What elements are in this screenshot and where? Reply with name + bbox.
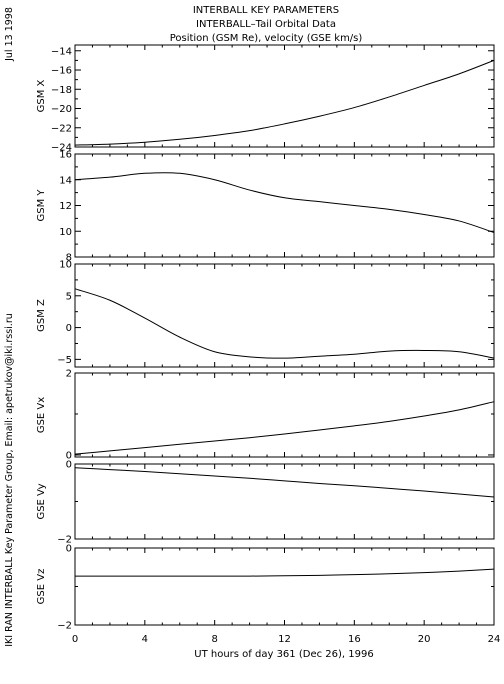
x-axis-label: UT hours of day 361 (Dec 26), 1996 (194, 649, 373, 660)
x-tick-label: 20 (418, 634, 431, 645)
x-tick-label: 24 (488, 634, 501, 645)
y-axis-label: GSM Y (36, 189, 47, 222)
series-line-gse-vz (75, 568, 495, 577)
y-tick-label: −2 (57, 535, 72, 546)
y-tick-label: −24 (51, 143, 72, 154)
series-line-gsm-y (74, 172, 495, 234)
y-tick-label: 12 (59, 201, 72, 212)
y-tick-label: −2 (57, 621, 72, 632)
y-tick-label: 10 (59, 227, 72, 238)
y-tick-label: 0 (66, 450, 72, 461)
y-tick-label: −16 (51, 66, 72, 77)
y-tick-label: −20 (51, 104, 72, 115)
series-line-gse-vx (74, 401, 495, 455)
y-tick-label: 5 (66, 291, 72, 302)
panel-gse-vy: −2 0 GSE Vy (36, 460, 495, 546)
series-line-gsm-x (74, 59, 495, 146)
panel-gse-vz: −2 0 GSE Vz (36, 544, 495, 632)
date-label: Jul 13 1998 (4, 7, 15, 62)
x-tick-label: 8 (211, 634, 217, 645)
y-tick-label: −22 (51, 123, 72, 134)
y-tick-label: 16 (59, 150, 72, 161)
series-line-gsm-z (74, 288, 495, 359)
panel-frame (74, 263, 495, 368)
chart-title-line-1: INTERBALL KEY PARAMETERS (193, 5, 339, 16)
y-tick-label: 0 (66, 323, 72, 334)
x-tick-label: 0 (72, 634, 78, 645)
panel-frame (74, 463, 495, 540)
chart-title-line-3: Position (GSM Re), velocity (GSE km/s) (170, 33, 363, 44)
y-axis-label: GSE Vy (36, 483, 47, 519)
series-line-gse-vy (74, 467, 495, 498)
y-tick-label: −18 (51, 85, 72, 96)
panel-gsm-x: −24 −22 −20 −18 −16 −14 GSM X (36, 44, 495, 154)
y-axis-label: GSE Vx (36, 397, 47, 433)
y-tick-label: 14 (59, 175, 72, 186)
chart-header: INTERBALL KEY PARAMETERS INTERBALL–Tail … (4, 5, 362, 647)
y-tick-label: 2 (66, 369, 72, 380)
y-tick-label: 8 (66, 253, 72, 264)
y-tick-label: −14 (51, 46, 72, 57)
x-tick-label: 12 (278, 634, 291, 645)
panel-frame (74, 44, 495, 148)
x-tick-label: 4 (142, 634, 148, 645)
y-axis-label: GSM Z (36, 299, 47, 332)
panel-frame (74, 153, 495, 258)
chart-title-line-2: INTERBALL–Tail Orbital Data (196, 19, 336, 30)
panel-frame (74, 547, 495, 626)
y-axis-label: GSE Vz (36, 569, 47, 605)
y-tick-label: 10 (59, 260, 72, 271)
panel-gsm-y: 8 10 12 14 16 GSM Y (36, 150, 495, 264)
y-axis-label: GSM X (36, 79, 47, 112)
y-tick-label: 0 (66, 544, 72, 555)
x-axis: UT hours of day 361 (Dec 26), 1996 0 4 8 12… (72, 634, 501, 660)
y-tick-label: 0 (66, 460, 72, 471)
panel-gse-vx: 0 2 GSE Vx (36, 369, 495, 461)
y-tick-label: −5 (57, 355, 72, 366)
x-tick-label: 16 (348, 634, 361, 645)
credit-label: IKI RAN INTERBALL Key Parameter Group, E… (4, 313, 15, 647)
panel-gsm-z: −5 0 5 10 GSM Z (36, 260, 495, 368)
